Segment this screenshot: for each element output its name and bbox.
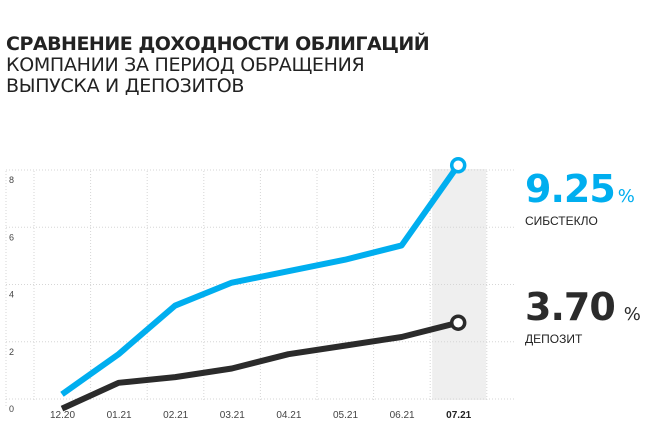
series-name-deposit: ДЕПОЗИТ <box>525 332 583 346</box>
title-line-1: СРАВНЕНИЕ ДОХОДНОСТИ ОБЛИГАЦИЙ <box>6 33 430 55</box>
end-marker-deposit <box>449 314 467 331</box>
y-tick-label: 6 <box>9 232 14 242</box>
series-name-sibsteklo: СИБСТЕКЛО <box>525 214 598 228</box>
y-tick-label: 2 <box>9 347 14 357</box>
end-value-deposit: 3.70 <box>525 285 615 329</box>
x-tick-label: 07.21 <box>446 410 471 421</box>
x-tick-label: 12.20 <box>50 410 75 421</box>
title-line-2: КОМПАНИИ ЗА ПЕРИОД ОБРАЩЕНИЯ <box>6 54 365 76</box>
chart-title: СРАВНЕНИЕ ДОХОДНОСТИ ОБЛИГАЦИЙ КОМПАНИИ … <box>6 34 526 97</box>
end-unit-sibsteklo: % <box>618 186 635 207</box>
series-line-sibsteklo <box>60 163 461 397</box>
y-tick-label: 8 <box>9 175 14 185</box>
x-tick-label: 06.21 <box>390 410 415 421</box>
end-marker-sibsteklo <box>449 157 467 174</box>
series-line-deposit <box>60 319 459 412</box>
x-tick-label: 05.21 <box>333 410 358 421</box>
end-unit-deposit: % <box>624 304 641 325</box>
x-tick-label: 04.21 <box>276 410 301 421</box>
y-tick-label: 4 <box>9 290 14 300</box>
x-tick-label: 01.21 <box>107 410 132 421</box>
x-tick-label: 03.21 <box>220 410 245 421</box>
x-tick-label: 02.21 <box>163 410 188 421</box>
end-value-sibsteklo: 9.25 <box>525 167 615 211</box>
title-line-3: ВЫПУСКА И ДЕПОЗИТОВ <box>6 75 245 97</box>
y-tick-label: 0 <box>9 404 14 414</box>
